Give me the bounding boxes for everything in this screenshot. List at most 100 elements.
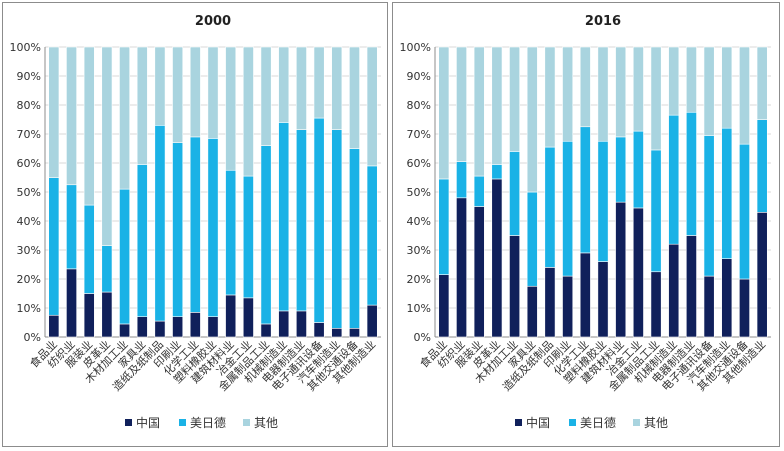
bar-segment-other xyxy=(225,46,237,171)
bar-segment-usjpde xyxy=(172,142,184,317)
y-tick-label: 50% xyxy=(407,186,431,199)
bar-segment-china xyxy=(83,293,95,338)
y-tick-label: 60% xyxy=(407,157,431,170)
bar-segment-other xyxy=(562,46,574,142)
bar-segment-other xyxy=(349,46,360,149)
legend-label: 其他 xyxy=(254,416,278,430)
y-tick-label: 60% xyxy=(17,157,41,170)
bar-segment-usjpde xyxy=(366,165,378,306)
legend-label: 中国 xyxy=(526,415,550,430)
bar-segment-china xyxy=(650,271,662,338)
legend-swatch xyxy=(243,419,250,426)
bar-segment-usjpde xyxy=(295,129,307,312)
bar-segment-usjpde xyxy=(260,145,272,325)
bar-segment-other xyxy=(473,46,485,177)
bar-segment-usjpde xyxy=(632,130,644,209)
y-tick-label: 50% xyxy=(17,186,41,199)
bar-segment-usjpde xyxy=(756,119,768,213)
bar-segment-usjpde xyxy=(668,114,680,245)
legend-swatch xyxy=(633,419,640,426)
bar-segment-china xyxy=(313,322,325,338)
chart-panel-2000: 2000 0% 10% 20% 30% 40% 50% 60% 70% 80% 90% 100% 食品业… xyxy=(2,2,388,447)
bar-segment-other xyxy=(615,46,627,138)
legend-swatch xyxy=(125,419,132,426)
y-tick-label: 90% xyxy=(407,70,431,83)
bar-segment-other xyxy=(668,46,680,116)
y-tick-label: 80% xyxy=(407,99,431,112)
bar-segment-other xyxy=(295,46,307,130)
bar-segment-china xyxy=(119,323,131,338)
legend-swatch xyxy=(569,419,576,426)
bar-segment-usjpde xyxy=(313,117,325,323)
bar-segment-usjpde xyxy=(136,164,148,317)
bar-segment-usjpde xyxy=(119,188,131,325)
bar-segment-usjpde xyxy=(579,126,591,254)
bar-segment-other xyxy=(101,46,113,246)
chart-panel-2016: 2016 0% 10% 20% 30% 40% 50% 60% 70% 80% 90% 100% 食品业… xyxy=(392,2,780,447)
bar-segment-usjpde xyxy=(473,175,485,207)
bar-segment-other xyxy=(491,46,503,165)
bar-segment-usjpde xyxy=(597,140,609,262)
bar-segment-usjpde xyxy=(703,135,715,277)
legend-swatch xyxy=(179,419,186,426)
legend-label: 美日德 xyxy=(190,415,226,430)
bar-segment-usjpde xyxy=(685,111,697,236)
bar-segment-other xyxy=(509,46,521,152)
y-tick-label: 70% xyxy=(407,128,431,141)
bar-segment-other xyxy=(366,46,378,167)
bar-segment-china xyxy=(509,235,521,338)
y-tick-label: 30% xyxy=(17,244,41,257)
bar-segment-usjpde xyxy=(189,136,201,313)
y-tick-label: 10% xyxy=(17,302,41,315)
bar-segment-other xyxy=(48,46,60,178)
bar-segment-china xyxy=(172,316,184,338)
y-tick-label: 20% xyxy=(407,273,431,286)
bar-segment-other xyxy=(119,46,131,190)
chart-title: 2000 xyxy=(195,14,231,29)
bar-segment-usjpde xyxy=(101,245,113,293)
bar-segment-china xyxy=(739,278,750,338)
bar-segment-usjpde xyxy=(456,161,467,199)
bar-segment-china xyxy=(756,212,768,338)
bar-segment-china xyxy=(278,310,290,338)
y-tick-label: 0% xyxy=(24,331,41,344)
bar-segment-china xyxy=(685,235,697,338)
bar-segment-usjpde xyxy=(615,136,627,203)
bar-segment-china xyxy=(242,297,254,338)
chart-2000: 20000%10%20%30%40%50%60%70%80%90%100%食品业… xyxy=(10,14,381,430)
y-tick-label: 30% xyxy=(407,244,431,257)
bar-segment-other xyxy=(739,46,750,145)
bar-segment-china xyxy=(101,291,113,338)
bar-segment-usjpde xyxy=(491,164,503,180)
bar-segment-china xyxy=(703,275,715,338)
chart-title: 2016 xyxy=(585,14,621,29)
chart-2016: 20160%10%20%30%40%50%60%70%80%90%100%食品业… xyxy=(400,14,771,430)
bar-segment-china xyxy=(136,316,148,338)
legend-label: 中国 xyxy=(136,415,160,430)
y-tick-label: 20% xyxy=(17,273,41,286)
bar-segment-usjpde xyxy=(154,125,166,322)
bar-segment-other xyxy=(597,46,609,142)
bar-segment-other xyxy=(154,46,166,126)
bar-segment-china xyxy=(331,327,343,338)
bar-segment-china xyxy=(562,275,574,338)
bar-segment-china xyxy=(597,261,609,338)
y-tick-label: 10% xyxy=(407,302,431,315)
bar-segment-usjpde xyxy=(48,177,60,316)
legend-label: 其他 xyxy=(644,416,668,430)
bar-segment-usjpde xyxy=(207,138,219,318)
bar-segment-china xyxy=(579,252,591,338)
bar-segment-china xyxy=(207,316,219,338)
bar-segment-china xyxy=(295,310,307,338)
bar-segment-other xyxy=(703,46,715,136)
legend-swatch xyxy=(515,419,522,426)
bar-segment-other xyxy=(526,46,538,193)
bar-segment-china xyxy=(544,267,556,338)
bar-segment-china xyxy=(491,178,503,338)
bar-segment-other xyxy=(438,46,450,180)
bar-segment-china xyxy=(526,285,538,338)
bar-segment-usjpde xyxy=(544,146,556,268)
bar-segment-other xyxy=(685,46,697,113)
y-tick-label: 100% xyxy=(400,41,431,54)
bar-segment-other xyxy=(456,46,467,162)
